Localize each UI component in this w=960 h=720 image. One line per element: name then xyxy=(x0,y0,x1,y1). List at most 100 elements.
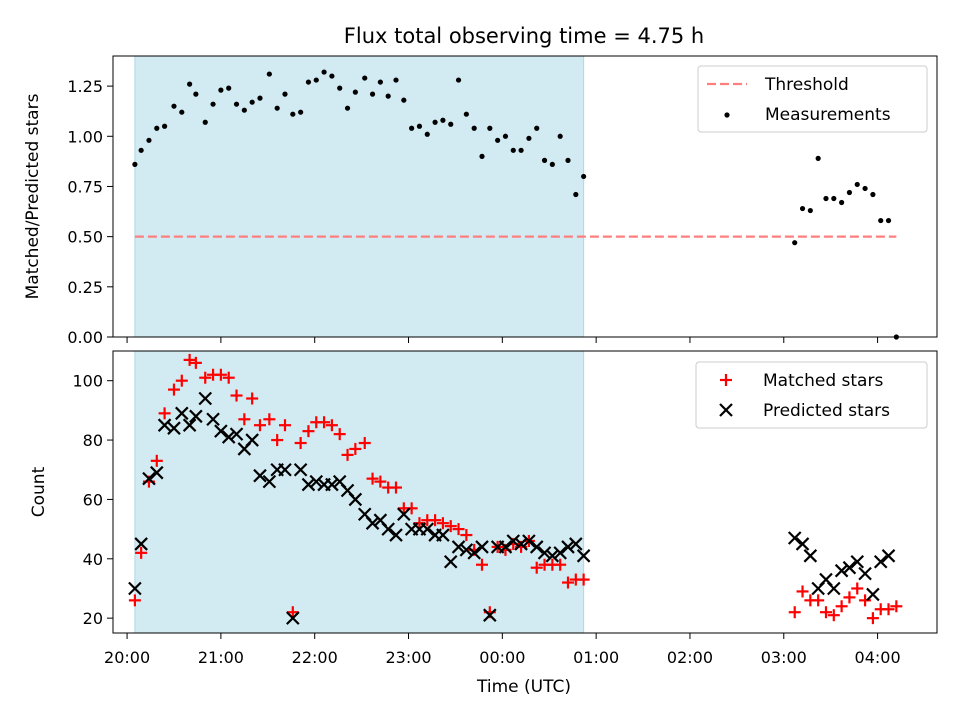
matched-star-point xyxy=(358,437,371,450)
measurement-point xyxy=(487,125,493,131)
bottom-plot-frame xyxy=(112,350,938,634)
measurements-series xyxy=(132,69,899,340)
measurement-point xyxy=(878,217,884,224)
matched-star-point xyxy=(835,600,848,613)
predicted-star-point xyxy=(325,477,339,492)
predicted-star-point xyxy=(142,471,156,486)
matched-star-point xyxy=(366,472,379,485)
measurement-point xyxy=(313,77,319,83)
predicted-star-point xyxy=(189,409,203,424)
predicted-star-point xyxy=(301,477,316,492)
predicted-star-point xyxy=(498,540,513,554)
top-legend-box xyxy=(697,65,928,133)
matched-star-point xyxy=(882,603,895,616)
predicted-star-point xyxy=(214,424,228,438)
predicted-star-point xyxy=(795,537,810,551)
predicted-star-point xyxy=(262,474,277,489)
measurement-point xyxy=(298,109,304,115)
predicted-stars-series xyxy=(128,391,896,625)
bottom-x-axis: 20:00 21:00 22:00 23:00 00:00 01:00 02:00 03:00… xyxy=(104,633,901,667)
measurement-point xyxy=(401,97,407,103)
measurement-point xyxy=(409,125,415,131)
predicted-star-point xyxy=(150,465,164,480)
predicted-star-point xyxy=(451,540,466,554)
measurement-point xyxy=(138,147,144,153)
measurement-point xyxy=(455,77,462,83)
matched-star-point xyxy=(150,454,163,467)
measurement-point xyxy=(846,189,853,196)
legend-matched-label: Matched stars xyxy=(763,371,883,391)
matched-star-point xyxy=(444,520,457,533)
measurement-point xyxy=(416,123,423,129)
legend-measurements-swatch xyxy=(724,112,730,118)
matched-star-point xyxy=(183,353,196,366)
predicted-star-point xyxy=(553,546,567,560)
matched-star-point xyxy=(349,442,362,455)
matched-star-point xyxy=(866,612,879,625)
predicted-star-point xyxy=(134,537,148,551)
matched-star-point xyxy=(318,416,331,429)
measurement-point xyxy=(432,119,438,125)
measurement-point xyxy=(862,185,868,192)
predicted-star-point xyxy=(467,546,481,560)
predicted-star-point xyxy=(475,540,489,554)
measurement-point xyxy=(362,75,368,81)
measurement-point xyxy=(171,103,177,109)
predicted-star-point xyxy=(245,433,259,447)
x-tick-label: 23:00 xyxy=(385,648,431,667)
matched-star-point xyxy=(460,529,473,542)
measurement-point xyxy=(210,101,216,107)
measurement-point xyxy=(352,89,358,95)
measurement-point xyxy=(502,133,509,139)
matched-star-point xyxy=(246,392,259,405)
predicted-star-point xyxy=(182,418,197,432)
predicted-star-point xyxy=(576,549,591,563)
matched-star-point xyxy=(530,561,543,574)
x-tick-label: 01:00 xyxy=(573,648,619,667)
matched-star-point xyxy=(135,546,148,559)
predicted-star-point xyxy=(389,528,403,542)
predicted-star-point xyxy=(420,522,435,536)
predicted-star-point xyxy=(787,531,802,545)
measurement-point xyxy=(385,93,391,99)
matched-star-point xyxy=(286,606,299,619)
predicted-star-point xyxy=(561,540,575,554)
x-tick-label: 00:00 xyxy=(479,648,525,667)
matched-star-point xyxy=(333,428,346,441)
measurement-point xyxy=(257,95,263,101)
measurement-point xyxy=(557,133,563,139)
predicted-star-point xyxy=(293,462,308,477)
measurement-point xyxy=(448,121,454,127)
predicted-star-point xyxy=(881,549,896,563)
predicted-star-point xyxy=(866,587,880,602)
predicted-star-point xyxy=(827,581,841,596)
measurement-point xyxy=(471,125,477,131)
measurement-point xyxy=(202,119,208,125)
matched-star-point xyxy=(199,371,212,384)
predicted-star-point xyxy=(128,581,142,596)
top-x-axis xyxy=(126,337,879,343)
y-tick-label: 1.00 xyxy=(67,127,103,146)
measurement-point xyxy=(344,105,351,111)
predicted-star-point xyxy=(221,430,236,444)
bottom-legend: Matched stars Predicted stars xyxy=(695,361,928,429)
matched-star-point xyxy=(302,425,315,438)
measurement-point xyxy=(161,123,168,129)
matched-star-point xyxy=(890,600,903,613)
x-tick-label: 04:00 xyxy=(855,648,901,667)
predicted-star-point xyxy=(381,522,395,536)
measurement-point xyxy=(799,205,806,212)
y-tick-label: 40 xyxy=(83,550,103,569)
chart-title: Flux total observing time = 4.75 h xyxy=(344,24,704,48)
matched-star-point xyxy=(788,606,801,619)
predicted-star-point xyxy=(348,492,363,507)
measurement-point xyxy=(187,81,193,87)
measurement-point xyxy=(792,240,798,246)
matched-star-point xyxy=(577,573,590,586)
predicted-star-point xyxy=(514,537,528,551)
predicted-star-point xyxy=(803,549,818,563)
predicted-star-point xyxy=(309,474,324,489)
top-plot-frame xyxy=(112,55,938,338)
predicted-star-point xyxy=(175,406,189,421)
measurement-point xyxy=(815,155,821,161)
